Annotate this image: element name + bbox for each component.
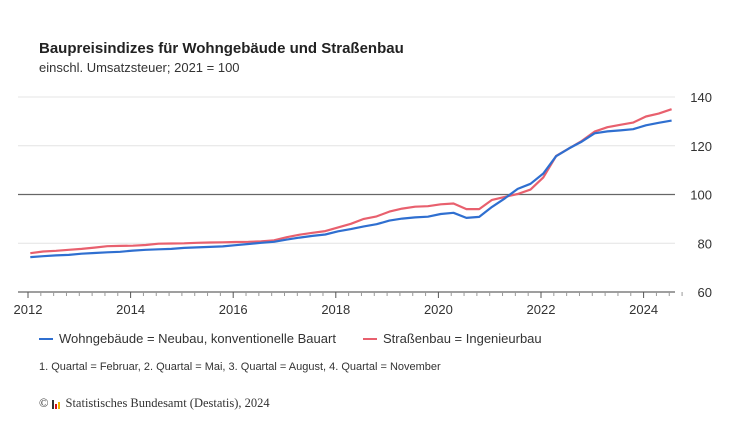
x-tick-label: 2022	[527, 302, 556, 317]
destatis-logo-icon	[51, 399, 62, 409]
chart-title: Baupreisindizes für Wohngebäude und Stra…	[39, 40, 404, 57]
legend-swatch-red	[363, 337, 377, 340]
x-tick-label: 2018	[321, 302, 350, 317]
series-line-wohngebaeude	[30, 119, 672, 259]
x-tick-label: 2012	[14, 302, 43, 317]
source-line: © Statistisches Bundesamt (Destatis), 20…	[39, 396, 270, 411]
x-tick-label: 2024	[629, 302, 658, 317]
y-tick-label: 120	[690, 139, 712, 154]
series-line-strassenbau	[30, 108, 672, 255]
chart-subtitle: einschl. Umsatzsteuer; 2021 = 100	[39, 60, 240, 75]
x-tick-label: 2020	[424, 302, 453, 317]
y-tick-label: 100	[690, 188, 712, 203]
legend-label: Wohngebäude = Neubau, konventionelle Bau…	[59, 331, 336, 346]
line-chart: 60 80 100 120 140 2012 2014 2016 2018 2020 2022 202…	[14, 90, 712, 317]
x-tick-label: 2014	[116, 302, 145, 317]
footnote: 1. Quartal = Februar, 2. Quartal = Mai, …	[39, 361, 441, 373]
copyright-symbol: ©	[39, 396, 49, 410]
legend-item-strassenbau: Straßenbau = Ingenieurbau	[363, 331, 542, 346]
legend-item-wohngebaeude: Wohngebäude = Neubau, konventionelle Bau…	[39, 331, 336, 346]
y-tick-label: 80	[698, 236, 712, 251]
legend-label: Straßenbau = Ingenieurbau	[383, 331, 542, 346]
legend-swatch-blue	[39, 337, 53, 340]
y-tick-label: 60	[698, 285, 712, 300]
y-tick-label: 140	[690, 90, 712, 105]
source-text: Statistisches Bundesamt (Destatis), 2024	[65, 396, 270, 410]
x-tick-label: 2016	[219, 302, 248, 317]
